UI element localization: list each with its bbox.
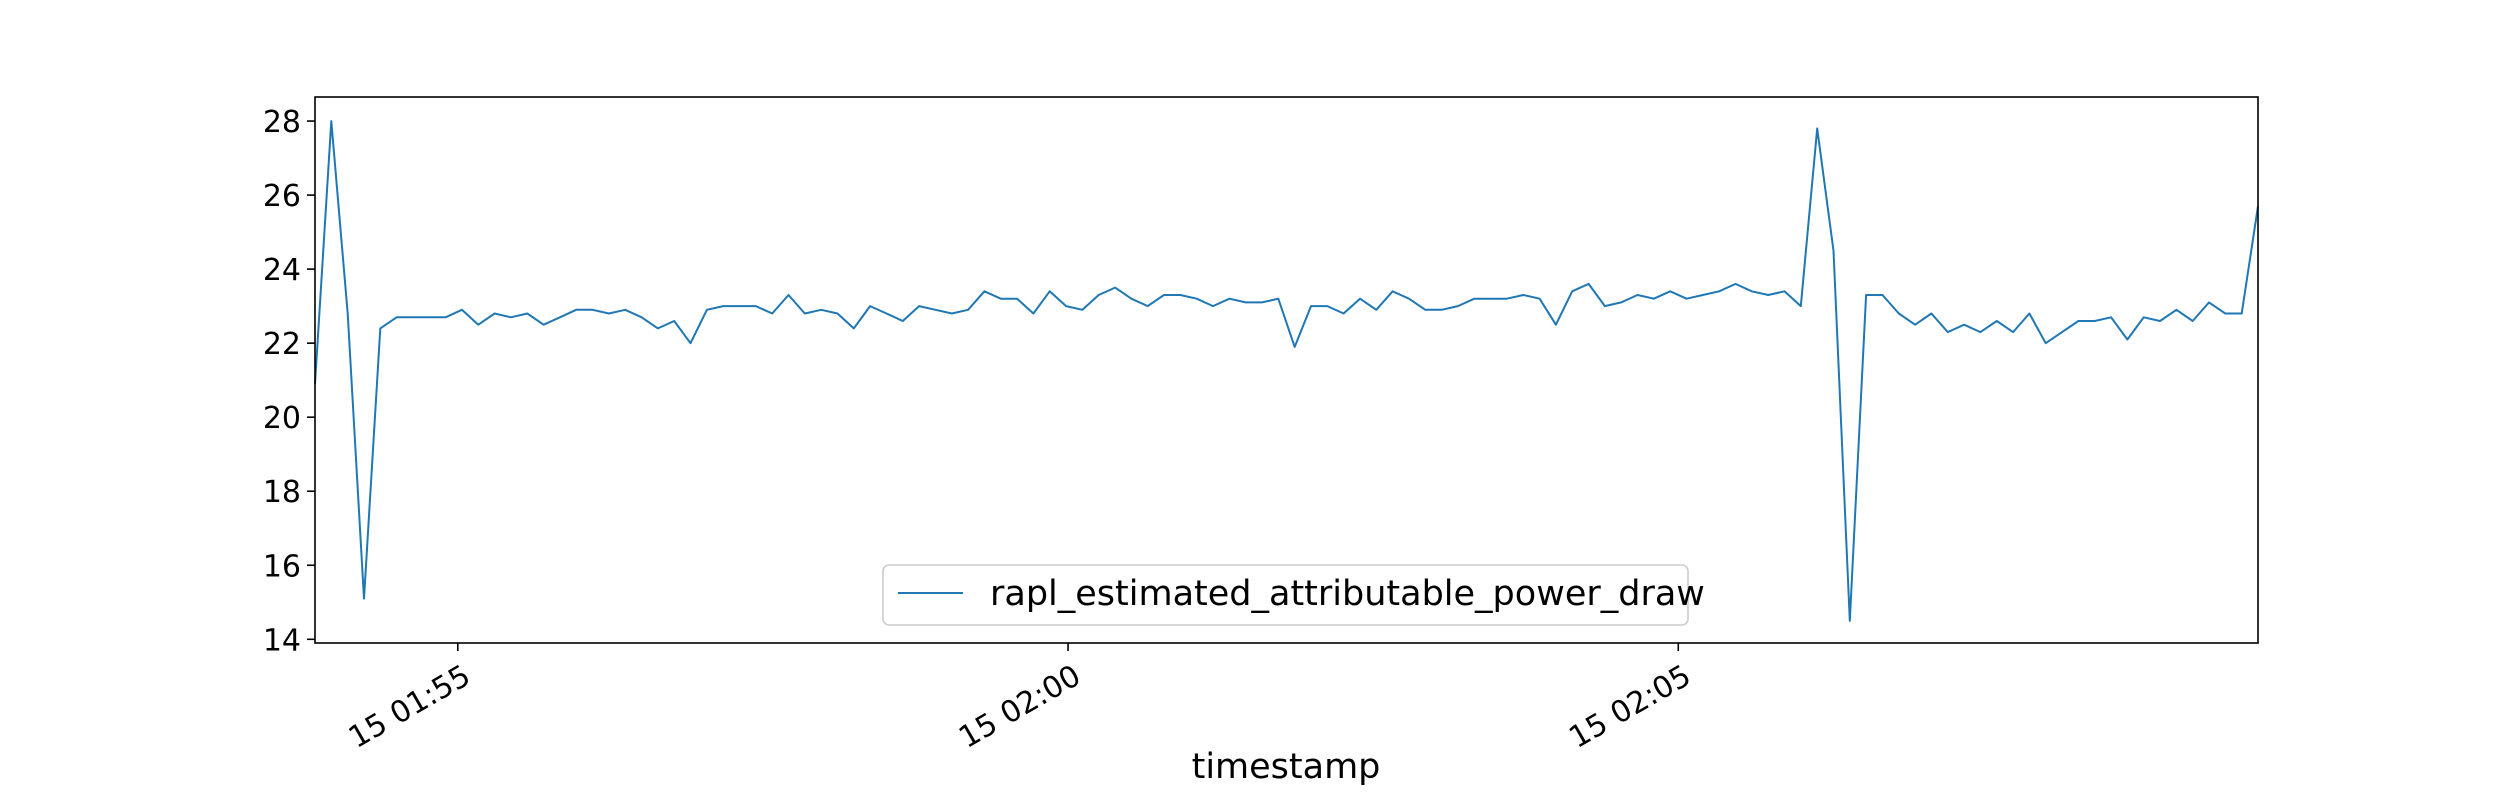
y-tick-label: 20	[263, 401, 301, 436]
y-tick-label: 26	[263, 179, 301, 214]
y-tick-label: 24	[263, 253, 301, 288]
plot-frame	[314, 96, 2259, 644]
series-layer	[314, 120, 2259, 622]
series-line	[314, 120, 2259, 622]
x-axis-title: timestamp	[1192, 747, 1381, 787]
y-tick-label: 22	[263, 327, 301, 362]
legend: rapl_estimated_attributable_power_draw	[882, 564, 1705, 626]
legend-box	[882, 564, 1689, 626]
y-axis: 14 16 18 20 22 24 26 28	[263, 105, 315, 658]
y-tick-label: 28	[263, 105, 301, 140]
legend-label: rapl_estimated_attributable_power_draw	[990, 574, 1705, 614]
y-tick-label: 16	[263, 549, 301, 584]
y-tick-label: 18	[263, 475, 301, 510]
y-tick-label: 14	[263, 623, 301, 658]
